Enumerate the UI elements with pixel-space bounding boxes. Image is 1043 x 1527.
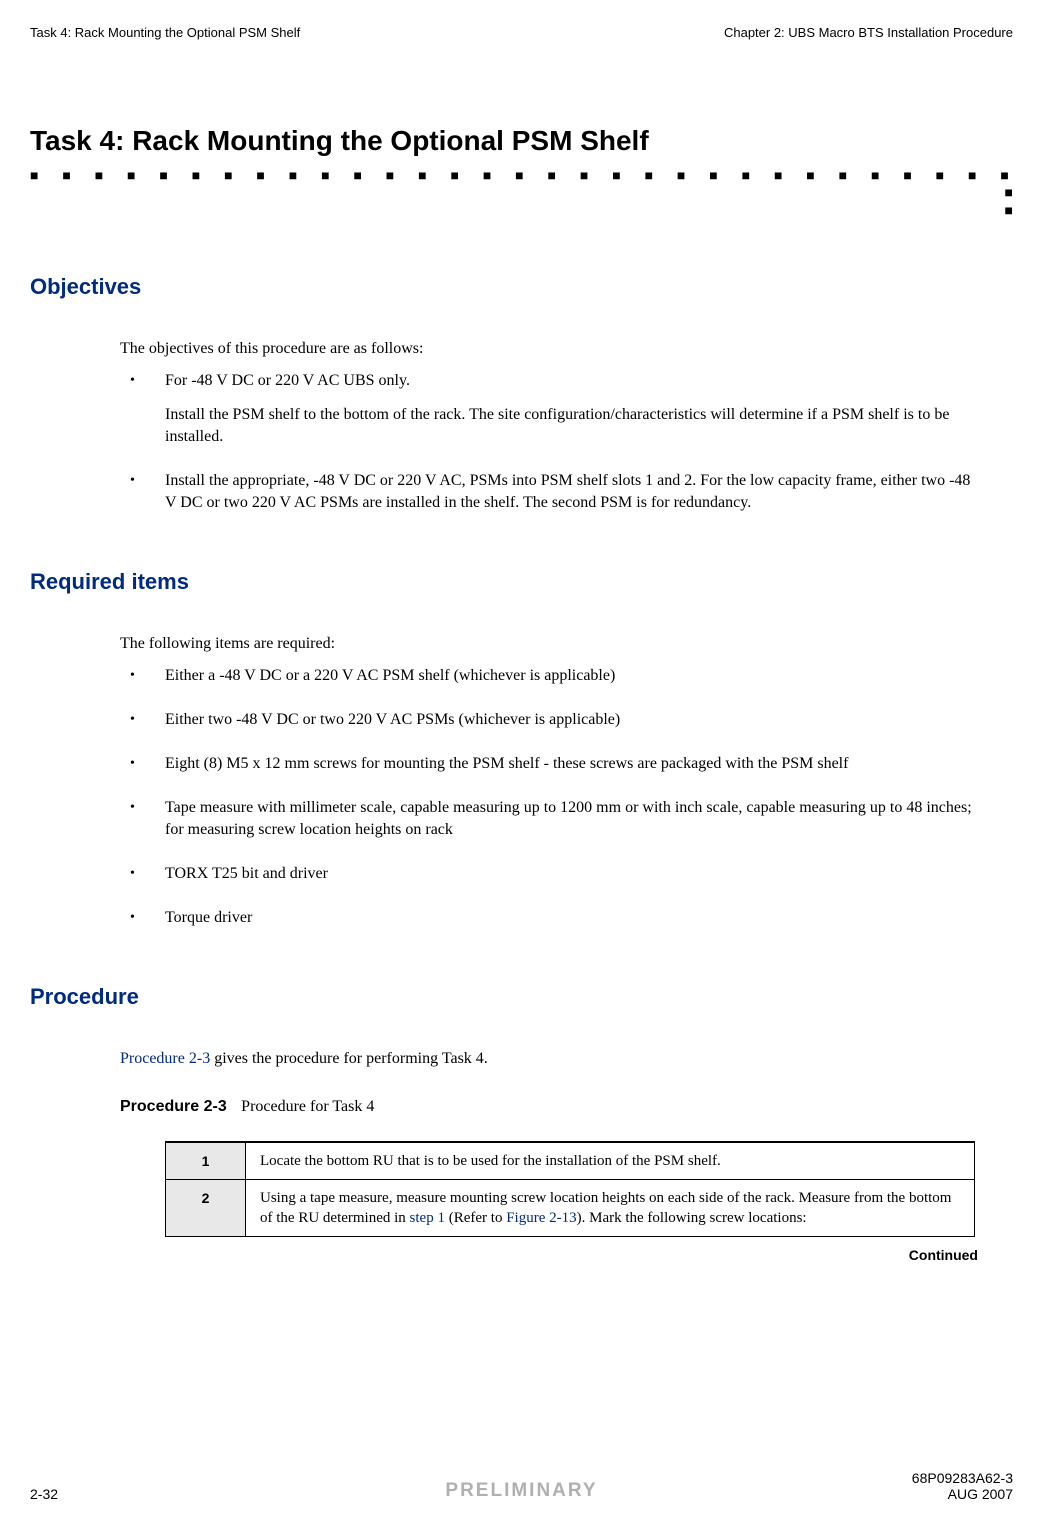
- procedure-title-label: Procedure for Task 4: [241, 1098, 374, 1115]
- list-item: • Install the appropriate, -48 V DC or 2…: [130, 470, 983, 514]
- objectives-intro: The objectives of this procedure are as …: [120, 338, 983, 360]
- bullet-text: For -48 V DC or 220 V AC UBS only. Insta…: [165, 370, 983, 448]
- bullet-icon: •: [130, 753, 165, 775]
- bullet-text: Either a -48 V DC or a 220 V AC PSM shel…: [165, 665, 983, 687]
- list-item: • TORX T25 bit and driver: [130, 863, 983, 885]
- figure-link[interactable]: Figure 2-13: [506, 1210, 576, 1226]
- continued-label: Continued: [0, 1247, 978, 1263]
- required-list: • Either a -48 V DC or a 220 V AC PSM sh…: [130, 665, 983, 929]
- item-sub: Install the PSM shelf to the bottom of t…: [165, 404, 983, 448]
- list-item: • Either two -48 V DC or two 220 V AC PS…: [130, 709, 983, 731]
- footer-doc-number: 68P09283A62-3: [912, 1470, 1013, 1486]
- step-text: Locate the bottom RU that is to be used …: [246, 1142, 975, 1180]
- bullet-icon: •: [130, 863, 165, 885]
- footer-date: AUG 2007: [912, 1486, 1013, 1502]
- bullet-icon: •: [130, 907, 165, 929]
- procedure-title-bold: Procedure 2-3: [120, 1098, 227, 1115]
- item-main: For -48 V DC or 220 V AC UBS only.: [165, 370, 983, 392]
- list-item: • Eight (8) M5 x 12 mm screws for mounti…: [130, 753, 983, 775]
- bullet-text: TORX T25 bit and driver: [165, 863, 983, 885]
- bullet-text: Torque driver: [165, 907, 983, 929]
- bullet-text: Eight (8) M5 x 12 mm screws for mounting…: [165, 753, 983, 775]
- table-row: 1 Locate the bottom RU that is to be use…: [166, 1142, 975, 1180]
- procedure-intro-suffix: gives the procedure for performing Task …: [210, 1050, 488, 1067]
- step-number: 1: [166, 1142, 246, 1180]
- footer-right: 68P09283A62-3 AUG 2007: [912, 1470, 1013, 1502]
- bullet-icon: •: [130, 709, 165, 731]
- bullet-icon: •: [130, 797, 165, 841]
- required-heading: Required items: [30, 569, 1013, 595]
- page-header: Task 4: Rack Mounting the Optional PSM S…: [0, 0, 1043, 40]
- bullet-icon: •: [130, 470, 165, 514]
- bullet-icon: •: [130, 665, 165, 687]
- footer-center: PRELIMINARY: [445, 1480, 597, 1502]
- bullet-text: Either two -48 V DC or two 220 V AC PSMs…: [165, 709, 983, 731]
- table-row: 2 Using a tape measure, measure mounting…: [166, 1180, 975, 1237]
- procedure-intro: Procedure 2-3 gives the procedure for pe…: [120, 1048, 983, 1070]
- objectives-heading: Objectives: [30, 274, 1013, 300]
- separator-dots-row: ■ ■ ■ ■ ■ ■ ■ ■ ■ ■ ■ ■ ■ ■ ■ ■ ■ ■ ■ ■ …: [30, 167, 1013, 183]
- main-title: Task 4: Rack Mounting the Optional PSM S…: [30, 125, 1013, 157]
- step-text-after: ). Mark the following screw locations:: [577, 1210, 807, 1226]
- required-intro: The following items are required:: [120, 633, 983, 655]
- procedure-table-title: Procedure 2-3 Procedure for Task 4: [120, 1098, 983, 1116]
- list-item: • Tape measure with millimeter scale, ca…: [130, 797, 983, 841]
- step-number: 2: [166, 1180, 246, 1237]
- list-item: • Torque driver: [130, 907, 983, 929]
- list-item: • Either a -48 V DC or a 220 V AC PSM sh…: [130, 665, 983, 687]
- procedure-link[interactable]: Procedure 2-3: [120, 1050, 210, 1067]
- bullet-text: Install the appropriate, -48 V DC or 220…: [165, 470, 983, 514]
- page-footer: 2-32 PRELIMINARY 68P09283A62-3 AUG 2007: [30, 1470, 1013, 1502]
- header-left: Task 4: Rack Mounting the Optional PSM S…: [30, 25, 300, 40]
- step-text-mid: (Refer to: [445, 1210, 506, 1226]
- step-text: Using a tape measure, measure mounting s…: [246, 1180, 975, 1237]
- bullet-text: Tape measure with millimeter scale, capa…: [165, 797, 983, 841]
- procedure-table: 1 Locate the bottom RU that is to be use…: [165, 1141, 975, 1237]
- step-link[interactable]: step 1: [410, 1210, 445, 1226]
- procedure-heading: Procedure: [30, 984, 1013, 1010]
- header-right: Chapter 2: UBS Macro BTS Installation Pr…: [724, 25, 1013, 40]
- list-item: • For -48 V DC or 220 V AC UBS only. Ins…: [130, 370, 983, 448]
- bullet-icon: •: [130, 370, 165, 448]
- footer-page-number: 2-32: [30, 1486, 58, 1502]
- objectives-list: • For -48 V DC or 220 V AC UBS only. Ins…: [130, 370, 983, 514]
- preliminary-watermark: PRELIMINARY: [445, 1480, 597, 1501]
- separator-trailing-dot-1: ■: [0, 183, 1013, 201]
- separator-trailing-dot-2: ■: [0, 201, 1013, 219]
